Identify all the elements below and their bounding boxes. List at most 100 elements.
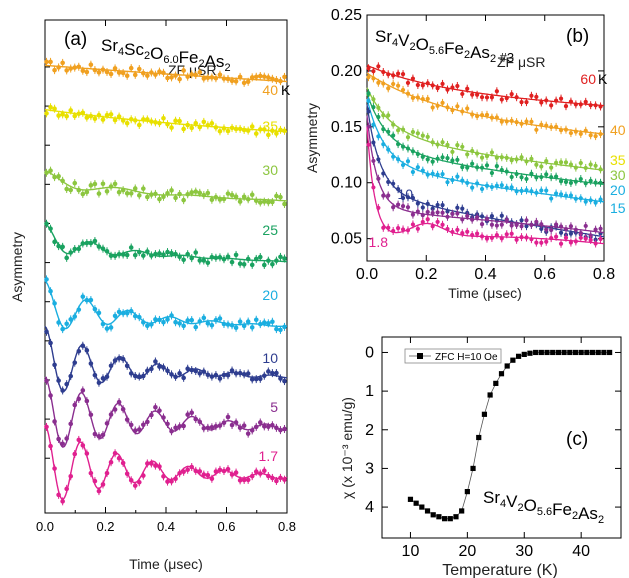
data-point [177,424,182,429]
data-point [515,353,522,359]
data-point [435,210,440,215]
data-point [44,59,49,65]
data-point [60,178,65,184]
data-point [558,128,564,133]
data-point [504,185,509,190]
data-point [233,371,239,376]
data-point [400,195,406,201]
data-point [76,64,82,70]
data-point [524,224,529,229]
data-point [524,235,529,240]
data-point [88,62,94,67]
compound-part: 2 [198,58,204,70]
data-point [141,70,146,76]
data-point [132,118,138,123]
data-point [56,378,61,383]
trace-label-20: 20 [610,182,626,198]
data-point [253,469,259,474]
data-point [96,112,102,118]
data-point [435,202,440,208]
trace-label-10: 10 [262,350,278,366]
data-point [213,255,219,261]
x-tick-label: 0.2 [415,266,437,283]
data-point [80,241,86,246]
data-point [124,363,130,369]
data-point [149,253,154,258]
data-point [84,189,90,195]
data-point [96,310,102,316]
data-point [68,317,74,322]
data-point [410,195,416,201]
data-point [64,186,69,192]
data-point [201,192,207,198]
data-point [455,143,460,148]
data-point [72,113,78,119]
data-point [145,249,150,254]
data-point [149,322,154,327]
data-point [460,144,465,149]
data-point [583,165,588,171]
data-point [84,69,90,75]
data-point [440,140,445,145]
data-point [185,191,190,197]
data-point [165,368,170,374]
data-point [583,236,588,241]
data-point [233,79,239,84]
data-point [136,479,142,485]
data-point [529,222,534,228]
data-point [165,421,170,427]
data-point [189,125,195,131]
data-point [132,186,138,191]
data-point [173,476,178,482]
data-point [514,171,519,177]
data-point [80,388,86,393]
data-point [124,73,130,79]
data-point [116,399,122,405]
data-point [514,189,519,194]
x-tick-label: 0.0 [356,266,378,283]
data-point [381,225,386,230]
fit-curve-1.7 [44,424,288,500]
data-point [197,419,203,425]
data-point [381,69,386,75]
data-point [64,68,69,73]
data-point [161,474,166,479]
data-point [120,356,126,362]
data-point [149,119,154,124]
data-point [253,198,259,203]
data-point [534,175,539,180]
y-tick-label: 0.15 [331,119,362,136]
data-point [177,76,182,82]
data-point [424,508,431,514]
data-point [514,157,519,162]
data-point [366,142,371,147]
data-point [266,473,271,479]
data-point [124,191,130,196]
data-point [169,125,174,130]
data-point [534,127,539,132]
data-point [450,107,455,113]
data-point [549,103,554,108]
data-point [366,66,371,71]
data-point [405,91,411,96]
data-point [568,240,574,245]
data-point [504,169,509,174]
data-point [266,424,271,430]
data-point [165,121,170,127]
data-point [396,157,401,162]
data-point [132,483,138,488]
data-point [181,197,186,203]
data-point [410,95,416,101]
data-point [455,211,460,216]
data-point [221,126,227,131]
data-point [400,144,406,149]
data-point [205,372,211,378]
data-point [120,70,126,76]
data-point [376,105,381,110]
data-point [470,92,475,97]
data-point [84,115,90,120]
data-point [270,370,275,376]
data-point [72,360,78,365]
data-point [165,479,170,484]
data-point [88,297,94,303]
